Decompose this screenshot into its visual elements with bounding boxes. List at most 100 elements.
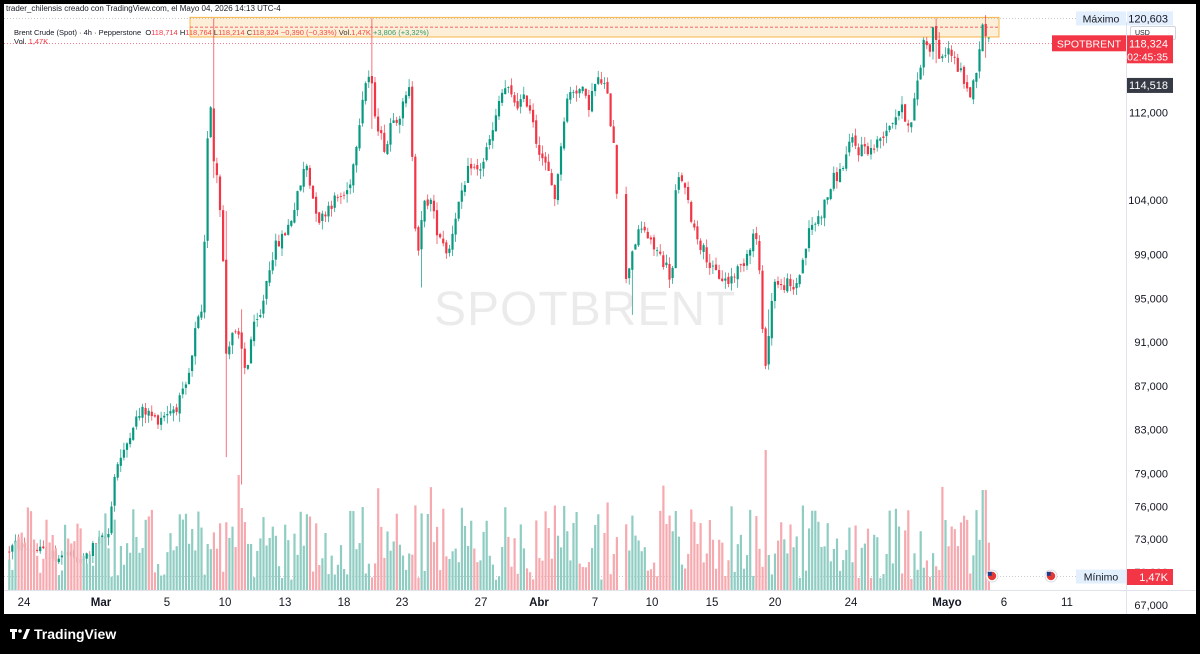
- candle-body: [473, 166, 476, 168]
- volume-bar: [178, 514, 181, 590]
- candle-body: [677, 177, 680, 190]
- volume-bar: [696, 543, 699, 590]
- volume-bar: [668, 515, 671, 590]
- candle-body: [85, 553, 88, 559]
- volume-bar: [944, 520, 947, 590]
- candle-body: [129, 438, 132, 445]
- candle-body: [107, 533, 110, 538]
- x-tick-label: 15: [706, 597, 719, 609]
- volume-bar: [411, 554, 414, 590]
- candle-body: [445, 242, 448, 254]
- candle-body: [110, 506, 113, 534]
- volume-bar: [470, 520, 473, 590]
- volume-bar: [984, 490, 987, 590]
- volume-legend-value: 1,47K: [28, 37, 49, 46]
- volume-bar: [808, 528, 811, 590]
- candle-body: [209, 107, 212, 138]
- candle-body: [253, 321, 256, 342]
- candle-body: [330, 205, 333, 209]
- candle-body: [290, 220, 293, 226]
- price-chart[interactable]: 112,000 104,000 99,000 95,000 91,000 87,000 83…: [4, 4, 1196, 614]
- volume-bar: [432, 542, 436, 590]
- min-label: Mínimo: [1084, 572, 1119, 584]
- volume-bar: [646, 570, 649, 590]
- volume-bar: [798, 577, 801, 590]
- candle-body: [749, 249, 752, 256]
- volume-bar: [42, 558, 45, 590]
- volume-bar: [625, 524, 628, 590]
- volume-bar: [144, 519, 147, 590]
- volume-bar: [135, 536, 138, 590]
- volume-bar: [832, 548, 835, 590]
- candle-body: [742, 263, 745, 267]
- volume-bar: [364, 573, 367, 590]
- volume-bar: [758, 548, 761, 590]
- candle-body: [36, 549, 39, 551]
- volume-bar: [842, 560, 845, 590]
- candle-body: [637, 229, 640, 246]
- candle-body: [566, 98, 569, 122]
- volume-bar: [708, 520, 711, 590]
- candle-body: [463, 185, 466, 192]
- volume-bar: [631, 515, 634, 590]
- candle-body: [826, 197, 829, 200]
- volume-bar: [153, 572, 157, 590]
- volume-bar: [141, 548, 144, 590]
- symbol-name[interactable]: Brent Crude (Spot) · 4h · Pepperstone: [14, 28, 142, 37]
- volume-bar: [711, 539, 715, 590]
- volume-bar: [932, 553, 935, 590]
- candle-body: [842, 168, 845, 170]
- volume-bar: [966, 519, 969, 590]
- volume-bar: [959, 522, 963, 590]
- x-tick-label: 13: [279, 597, 292, 609]
- volume-bar: [848, 527, 851, 590]
- volume-bar: [863, 543, 866, 590]
- volume-bar: [315, 523, 318, 590]
- volume-legend-label[interactable]: Vol.: [14, 37, 27, 46]
- volume-bar: [609, 574, 612, 590]
- volume-bar: [439, 570, 442, 590]
- candle-body: [879, 138, 882, 141]
- candle-body: [420, 220, 423, 250]
- volume-bar: [637, 540, 640, 590]
- volume-bar: [312, 571, 315, 590]
- candle-body: [764, 328, 767, 366]
- candle-body: [147, 410, 150, 416]
- candle-body: [327, 205, 330, 217]
- candle-body: [246, 365, 249, 369]
- volume-bar: [479, 560, 482, 590]
- candle-body: [138, 415, 141, 418]
- candle-body: [228, 346, 231, 355]
- volume-bar: [981, 490, 984, 590]
- candle-body: [163, 415, 166, 418]
- x-tick-label: Mar: [91, 597, 112, 609]
- volume-bar: [513, 538, 516, 590]
- volume-bar: [556, 535, 560, 590]
- volume-bar: [888, 510, 891, 590]
- candle-body: [848, 141, 851, 153]
- candle-body: [891, 123, 894, 125]
- candle-body: [386, 144, 389, 155]
- volume-bar: [804, 570, 808, 590]
- candle-body: [854, 135, 857, 146]
- candle-body: [476, 165, 479, 170]
- candle-body: [218, 176, 222, 211]
- candle-body: [634, 244, 637, 250]
- candle-body: [804, 248, 807, 258]
- volume-bar: [485, 520, 488, 590]
- volume-bar: [256, 550, 259, 590]
- volume-bar: [897, 526, 901, 590]
- candle-body: [786, 278, 789, 292]
- candle-body: [144, 408, 147, 415]
- volume-bar: [420, 513, 423, 590]
- candle-body: [721, 278, 724, 281]
- candle-body: [414, 156, 417, 229]
- volume-bar: [352, 511, 355, 590]
- y-tick-label: 99,000: [1134, 250, 1168, 262]
- volume-bar: [925, 560, 928, 590]
- x-tick-label: 6: [1001, 597, 1007, 609]
- volume-bar: [414, 505, 417, 590]
- economic-event-flag-canton: [1046, 571, 1051, 576]
- candle-body: [656, 250, 659, 252]
- candle-body: [863, 144, 866, 147]
